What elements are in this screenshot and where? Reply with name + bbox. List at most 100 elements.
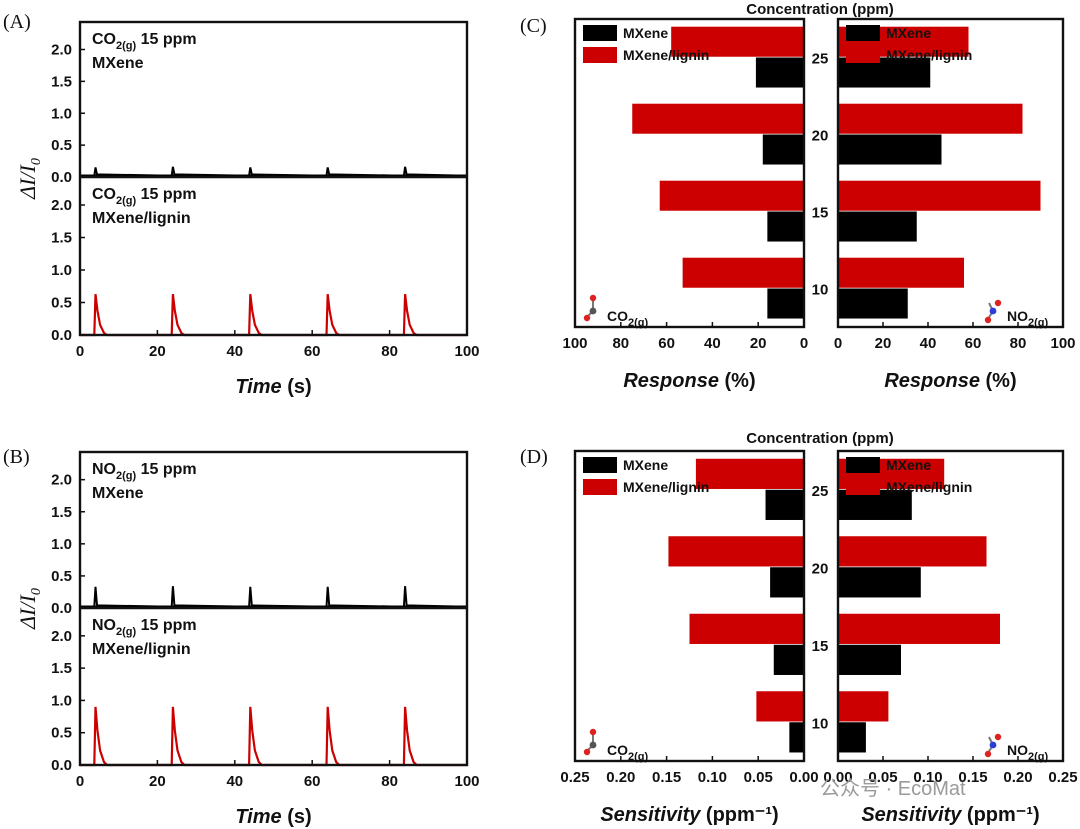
x-axis-title: Time (s) <box>235 376 311 398</box>
x-tick-label: 0 <box>76 343 84 360</box>
no2-molecule-icon <box>984 733 1002 758</box>
bar-right-mxene-15 <box>838 644 901 675</box>
plot-frame-left <box>573 449 806 763</box>
oxygen-atom <box>994 733 1002 741</box>
bar-right-mxene-lignin-10 <box>838 691 889 722</box>
bar-left-mxene-lignin-15 <box>659 180 804 211</box>
bar-left-mxene-25 <box>765 489 804 520</box>
x-tick-label: 80 <box>612 335 629 352</box>
material-annotation: MXene <box>92 485 144 502</box>
y-tick-label: 0.5 <box>51 568 72 585</box>
bar-left-mxene-20 <box>762 134 804 165</box>
y-tick-label: 0.0 <box>51 327 72 344</box>
bar-right-mxene-10 <box>838 722 866 753</box>
gas-label-left: CO2(g) <box>607 742 649 763</box>
material-annotation: MXene/lignin <box>92 641 191 658</box>
series-line-mxene-lignin <box>80 293 467 337</box>
gas-label-left: CO2(g) <box>607 308 649 329</box>
x-tick-label: 0.20 <box>1003 769 1032 786</box>
y-tick-label: 0.5 <box>51 725 72 742</box>
y-tick-label: 1.5 <box>51 73 72 90</box>
bar-left-mxene-lignin-20 <box>668 536 804 567</box>
bar-left-mxene-20 <box>770 567 804 598</box>
bar-left-mxene-lignin-10 <box>756 691 804 722</box>
watermark: 公众号 · EcoMat <box>820 777 966 800</box>
bar-right-mxene-20 <box>838 134 942 165</box>
category-label: 25 <box>812 483 829 500</box>
x-tick-label: 80 <box>381 773 398 790</box>
bar-left-mxene-lignin-25 <box>695 458 804 489</box>
x-tick-label: 100 <box>454 773 479 790</box>
x-tick-label: 0.25 <box>560 769 589 786</box>
gas-label-right: NO2(g) <box>1007 308 1049 329</box>
x-tick-label: 20 <box>149 343 166 360</box>
bar-right-mxene-10 <box>838 288 908 319</box>
bar-right-mxene-lignin-15 <box>838 613 1000 644</box>
legend-label-mxene-lignin: MXene/lignin <box>886 47 972 63</box>
x-axis-title-left: Response (%) <box>623 370 755 392</box>
bar-left-mxene-lignin-15 <box>689 613 804 644</box>
y-tick-label: 1.5 <box>51 660 72 677</box>
material-annotation: MXene <box>92 55 144 72</box>
x-axis-title: Time (s) <box>235 806 311 828</box>
bar-left-mxene-10 <box>789 722 804 753</box>
legend-swatch-mxene <box>846 25 880 41</box>
bar-right-mxene-20 <box>838 567 921 598</box>
bar-right-mxene-lignin-15 <box>838 180 1041 211</box>
y-tick-label: 2.0 <box>51 197 72 214</box>
gas-annotation: NO2(g) 15 ppm <box>92 617 197 638</box>
legend-label-mxene: MXene <box>623 25 668 41</box>
legend-label-mxene: MXene <box>886 457 931 473</box>
bar-left-mxene-lignin-10 <box>682 257 804 288</box>
plot-frame-left <box>573 17 806 329</box>
category-label: 20 <box>812 128 829 145</box>
nitrogen-atom <box>989 307 997 315</box>
gas-annotation: CO2(g) 15 ppm <box>92 31 197 52</box>
series-line-mxene-lignin <box>80 706 467 767</box>
oxygen-atom <box>583 314 591 322</box>
y-tick-label: 2.0 <box>51 628 72 645</box>
legend-swatch-mxene-lignin <box>846 47 880 63</box>
legend-label-mxene-lignin: MXene/lignin <box>623 479 709 495</box>
oxygen-atom <box>984 750 992 758</box>
series-line-mxene <box>80 166 468 177</box>
y-tick-label: 2.0 <box>51 42 72 59</box>
x-tick-label: 80 <box>1010 335 1027 352</box>
x-tick-label: 100 <box>562 335 587 352</box>
y-tick-label: 1.5 <box>51 230 72 247</box>
oxygen-atom <box>984 316 992 324</box>
x-tick-label: 20 <box>875 335 892 352</box>
panel-label-C: (C) <box>520 15 547 37</box>
x-tick-label: 40 <box>920 335 937 352</box>
x-tick-label: 40 <box>704 335 721 352</box>
bar-right-mxene-15 <box>838 211 917 242</box>
y-tick-label: 0.0 <box>51 169 72 186</box>
x-tick-label: 100 <box>454 343 479 360</box>
x-tick-label: 60 <box>658 335 675 352</box>
bar-left-mxene-15 <box>773 644 804 675</box>
x-tick-label: 0.25 <box>1048 769 1077 786</box>
oxygen-atom <box>583 748 591 756</box>
bar-left-mxene-10 <box>767 288 804 319</box>
category-label: 25 <box>812 51 829 68</box>
x-tick-label: 0.10 <box>913 769 942 786</box>
y-tick-label: 1.0 <box>51 692 72 709</box>
x-tick-label: 0.10 <box>698 769 727 786</box>
x-tick-label: 0.20 <box>606 769 635 786</box>
bar-left-mxene-15 <box>767 211 804 242</box>
panel-label-B: (B) <box>3 446 30 468</box>
carbon-atom <box>589 307 597 315</box>
carbon-atom <box>589 741 597 749</box>
x-tick-label: 0.15 <box>958 769 987 786</box>
y-tick-label: 1.5 <box>51 504 72 521</box>
oxygen-atom <box>994 299 1002 307</box>
x-tick-label: 0.00 <box>789 769 818 786</box>
legend-label-mxene: MXene <box>623 457 668 473</box>
bar-left-mxene-25 <box>755 57 804 88</box>
gas-label-right: NO2(g) <box>1007 742 1049 763</box>
oxygen-atom <box>589 294 597 302</box>
legend-swatch-mxene <box>583 457 617 473</box>
bar-left-mxene-lignin-20 <box>632 103 804 134</box>
category-label: 15 <box>812 205 829 222</box>
